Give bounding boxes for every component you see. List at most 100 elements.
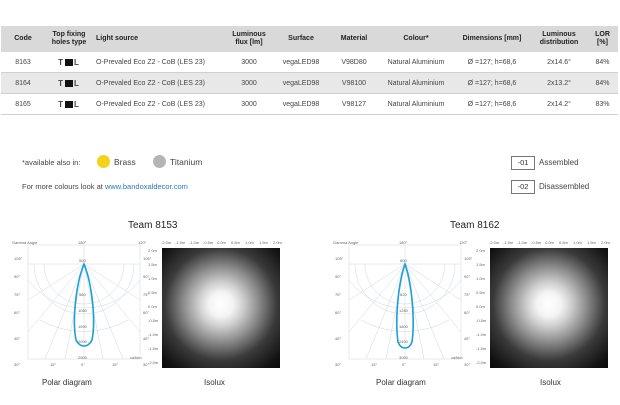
cell-colour: Natural Aluminium	[379, 72, 453, 94]
bottom-angle: 0°	[81, 362, 85, 367]
cell-distribution: 2x14.6°	[531, 52, 587, 73]
bottom-angle: 30°	[143, 362, 150, 367]
header-material: Material	[329, 26, 379, 52]
top-angle: 180°	[399, 240, 408, 245]
cell-dimensions: Ø =127; h=68,6	[453, 72, 531, 94]
header-flux: Luminous flux [lm]	[225, 26, 273, 52]
header-light-source: Light source	[93, 26, 225, 52]
isolux-x-tick: 2.0m	[601, 240, 610, 245]
cell-lor: 83%	[587, 93, 618, 115]
left-angle: 60°	[14, 310, 21, 315]
fixing-l: L	[74, 99, 80, 109]
isolux-map	[490, 248, 608, 368]
radial-value: 2000	[78, 339, 87, 344]
polar-curve	[396, 261, 414, 349]
radial-value: 1280	[399, 308, 408, 313]
diagram-title: Team 8162	[450, 220, 500, 231]
cell-material: V98100	[329, 72, 379, 94]
isolux-x-tick: -2.0m	[489, 240, 500, 245]
right-angle: 75°	[143, 292, 150, 297]
polar-caption: Polar diagram	[42, 378, 92, 387]
fixing-l: L	[74, 57, 80, 67]
isolux-chart: -2.0m -1.5m -1.0m -0.5m 0.0m 0.5m 1.0m 1…	[476, 240, 618, 370]
left-angle: 45°	[335, 336, 342, 341]
top-angle: 180°	[78, 240, 87, 245]
cell-dimensions: Ø =127; h=68,6	[453, 52, 531, 73]
isolux-caption: Isolux	[204, 378, 225, 387]
titanium-swatch	[153, 155, 166, 168]
cell-lor: 84%	[587, 72, 618, 94]
cell-dimensions: Ø =127; h=68,6	[453, 93, 531, 115]
cell-distribution: 2x14.2°	[531, 93, 587, 115]
isolux-chart: -2.0m -1.5m -1.0m -0.5m 0.0m 0.5m 1.0m 1…	[148, 240, 290, 370]
isolux-y-tick: -2.0m	[476, 360, 487, 365]
fixing-hole-icon	[65, 100, 73, 108]
unit-label: cd/klm	[130, 355, 142, 360]
isolux-caption: Isolux	[540, 378, 561, 387]
cell-surface: vegaLED98	[273, 52, 329, 73]
more-colours-line: For more colours look at www.bandoxaldec…	[22, 182, 188, 191]
variant-label-assembled: Assembled	[539, 158, 579, 167]
header-fixing: Top fixing holes type	[45, 26, 93, 52]
cell-code: 8163	[1, 52, 45, 73]
isolux-y-tick: -1.0m	[148, 332, 159, 337]
isolux-y-tick: 2.0m	[476, 248, 485, 253]
fixing-hole-icon	[65, 79, 73, 87]
fixing-l: L	[74, 78, 80, 88]
isolux-x-tick: 1.5m	[587, 240, 596, 245]
fixing-t: T	[58, 99, 64, 109]
diagram-title: Team 8153	[128, 220, 178, 231]
isolux-x-tick: 1.5m	[259, 240, 268, 245]
cell-lor: 84%	[587, 52, 618, 73]
isolux-y-tick: -2.0m	[148, 360, 159, 365]
isolux-x-tick: 1.0m	[573, 240, 582, 245]
isolux-x-tick: -1.0m	[517, 240, 528, 245]
brass-swatch	[97, 155, 110, 168]
isolux-y-tick: 1.5m	[148, 262, 157, 267]
bottom-angle: 15°	[371, 362, 378, 367]
polar-diagram-svg	[27, 244, 141, 360]
table-header-row: Code Top fixing holes type Light source …	[1, 26, 618, 52]
titanium-label: Titanium	[170, 157, 203, 167]
right-angle: 105°	[464, 256, 473, 261]
isolux-x-tick: 0.0m	[217, 240, 226, 245]
website-link[interactable]: www.bandoxaldecor.com	[104, 182, 188, 191]
isolux-x-tick: -0.5m	[531, 240, 542, 245]
gamma-label: Gamma Angle	[12, 240, 38, 245]
bottom-angle: 15°	[433, 362, 440, 367]
cell-surface: vegaLED98	[273, 93, 329, 115]
isolux-x-tick: 1.0m	[245, 240, 254, 245]
isolux-y-tick: -1.0m	[476, 332, 487, 337]
brass-label: Brass	[114, 157, 136, 167]
radial-value: 1590	[78, 324, 87, 329]
cell-flux: 3000	[225, 52, 273, 73]
top-angle: 120°	[138, 240, 147, 245]
polar-curve	[73, 261, 95, 347]
bottom-angle: 15°	[50, 362, 57, 367]
cell-source: O-Prevaled Eco Z2 - CoB (LES 23)	[93, 93, 225, 115]
cell-code: 8164	[1, 72, 45, 94]
left-angle: 90°	[335, 274, 342, 279]
isolux-y-tick: -1.5m	[148, 346, 159, 351]
cell-flux: 3000	[225, 93, 273, 115]
right-angle: 90°	[464, 274, 471, 279]
fixing-hole-icon	[65, 58, 73, 66]
isolux-y-tick: -0.5m	[148, 318, 159, 323]
bottom-angle: 30°	[464, 362, 471, 367]
radial-value: 3000	[399, 355, 408, 360]
polar-caption: Polar diagram	[376, 378, 426, 387]
cell-code: 8165	[1, 93, 45, 115]
bottom-angle: 0°	[402, 362, 406, 367]
header-dimensions: Dimensions [mm]	[453, 26, 531, 52]
isolux-x-tick: 0.5m	[559, 240, 568, 245]
cell-colour: Natural Aluminium	[379, 93, 453, 115]
unit-label: cd/klm	[451, 355, 463, 360]
isolux-y-tick: -1.5m	[476, 346, 487, 351]
fixing-t: T	[58, 78, 64, 88]
isolux-x-tick: -1.0m	[189, 240, 200, 245]
radial-value: 600	[400, 258, 407, 263]
left-angle: 75°	[14, 292, 21, 297]
